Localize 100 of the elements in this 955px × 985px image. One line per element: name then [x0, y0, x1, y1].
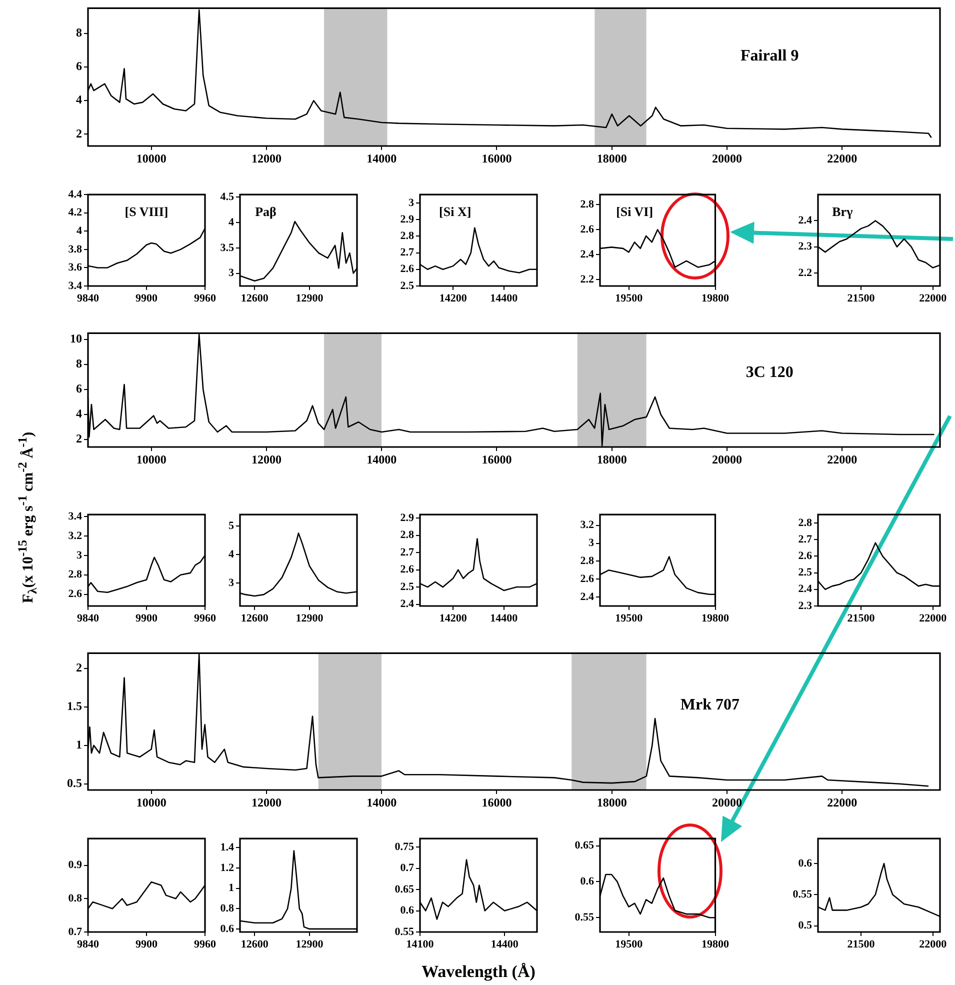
- y-tick-label: 2.5: [400, 580, 414, 593]
- y-tick-label: 3.5: [220, 242, 234, 254]
- x-tick-label: 21500: [847, 612, 876, 624]
- y-tick-label: 2: [76, 432, 82, 446]
- annotation: [S VIII]: [124, 204, 168, 220]
- y-tick-label: 2: [76, 126, 82, 140]
- x-tick-label: 9900: [136, 612, 158, 624]
- x-tick-label: 12600: [240, 612, 269, 624]
- y-tick-label: 2.7: [400, 246, 414, 259]
- x-tick-label: 22000: [827, 452, 858, 466]
- y-tick-label: 0.8: [68, 892, 82, 904]
- y-tick-label: 8: [76, 26, 82, 40]
- y-tick-label: 4.2: [68, 206, 82, 219]
- x-tick-label: 9960: [194, 938, 216, 950]
- x-tick-label: 20000: [712, 151, 742, 166]
- y-tick-label: 0.6: [220, 922, 234, 935]
- y-tick-label: 0.75: [394, 840, 414, 853]
- y-tick-label: 2.5: [798, 566, 812, 579]
- x-tick-label: 20000: [712, 452, 742, 466]
- annotation: Fairall 9: [740, 48, 799, 65]
- y-tick-label: 2.8: [798, 516, 812, 529]
- y-tick-label: 3: [228, 576, 234, 589]
- x-tick-label: 18000: [596, 452, 627, 466]
- y-tick-label: 6: [76, 59, 82, 74]
- x-tick-label: 14000: [366, 452, 397, 466]
- y-tick-label: 3.6: [68, 262, 82, 274]
- annotation: 3C 120: [746, 364, 794, 382]
- y-tick-label: 2.3: [798, 240, 812, 253]
- y-tick-label: 2.8: [400, 529, 414, 542]
- x-tick-label: 22000: [919, 292, 948, 304]
- x-tick-label: 10000: [136, 151, 166, 166]
- y-tick-label: 2.8: [400, 230, 414, 242]
- y-tick-label: 5: [228, 520, 234, 532]
- y-tick-label: 2.6: [68, 588, 82, 600]
- y-tick-label: 0.65: [394, 883, 414, 896]
- x-tick-label: 19500: [615, 292, 644, 304]
- y-tick-label: 1: [228, 882, 234, 894]
- y-tick-label: 0.6: [400, 904, 414, 917]
- x-tick-label: 22000: [919, 612, 948, 624]
- y-tick-label: 2.8: [68, 568, 82, 581]
- x-tick-label: 9840: [77, 292, 100, 304]
- y-tick-label: 2.5: [400, 280, 414, 292]
- y-tick-label: 3.2: [580, 519, 594, 532]
- x-tick-label: 21500: [847, 292, 876, 304]
- y-tick-label: 2: [76, 660, 82, 675]
- x-tick-label: 9900: [136, 938, 158, 950]
- y-tick-label: 2.6: [400, 564, 414, 576]
- y-tick-label: 6: [76, 382, 82, 396]
- y-tick-label: 2.9: [400, 512, 414, 524]
- x-tick-label: 22000: [827, 795, 858, 810]
- x-tick-label: 19500: [615, 938, 644, 950]
- x-axis-title: Wavelength (Å): [420, 962, 536, 982]
- x-tick-label: 18000: [596, 795, 627, 810]
- y-tick-label: 2.3: [798, 600, 812, 612]
- y-tick-label: 0.55: [394, 926, 414, 938]
- x-tick-label: 22000: [919, 938, 948, 950]
- y-tick-label: 2.6: [798, 550, 812, 562]
- y-tick-label: 3.2: [68, 530, 82, 542]
- x-tick-label: 14400: [490, 612, 518, 624]
- y-tick-label: 4: [76, 225, 82, 238]
- x-tick-label: 10000: [136, 795, 166, 810]
- y-tick-label: 3: [228, 267, 234, 280]
- y-tick-label: 2.4: [580, 590, 594, 603]
- y-tick-label: 3: [408, 196, 414, 209]
- x-tick-label: 19500: [615, 612, 644, 624]
- y-tick-label: 2.9: [400, 213, 414, 226]
- x-tick-label: 12000: [251, 795, 282, 810]
- y-tick-label: 1: [76, 738, 82, 752]
- x-tick-label: 9840: [77, 938, 100, 950]
- x-tick-label: 14000: [366, 795, 397, 810]
- y-tick-label: 2.4: [798, 214, 812, 227]
- x-tick-label: 14400: [490, 938, 519, 950]
- x-tick-label: 12900: [296, 292, 324, 304]
- y-tick-label: 0.8: [220, 902, 234, 914]
- x-tick-label: 14100: [406, 938, 434, 950]
- x-tick-label: 12900: [296, 938, 324, 950]
- annotation: Paβ: [255, 204, 277, 220]
- y-tick-label: 2.6: [580, 572, 594, 585]
- y-tick-label: 0.6: [798, 857, 812, 870]
- x-tick-label: 9960: [194, 292, 216, 304]
- x-tick-label: 12600: [240, 938, 269, 950]
- y-tick-label: 2.2: [798, 266, 812, 279]
- y-tick-label: 4: [228, 216, 234, 228]
- y-tick-label: 3: [588, 537, 594, 550]
- x-tick-label: 10000: [136, 452, 166, 466]
- x-tick-label: 12900: [296, 612, 324, 624]
- y-tick-label: 8: [76, 356, 82, 371]
- x-tick-label: 19800: [702, 292, 730, 304]
- x-tick-label: 9900: [136, 292, 158, 304]
- annotation: Brγ: [832, 204, 853, 220]
- y-tick-label: 0.5: [798, 920, 812, 932]
- x-tick-label: 9960: [194, 612, 216, 624]
- y-tick-label: 0.7: [68, 926, 82, 938]
- y-tick-label: 2.2: [580, 274, 594, 286]
- annotation: [Si VI]: [616, 204, 654, 220]
- y-tick-label: 2.4: [798, 583, 812, 596]
- y-tick-label: 4.5: [220, 190, 234, 203]
- y-tick-label: 2.6: [400, 263, 414, 276]
- y-tick-label: 2.4: [400, 598, 414, 610]
- y-tick-label: 3.8: [68, 243, 82, 256]
